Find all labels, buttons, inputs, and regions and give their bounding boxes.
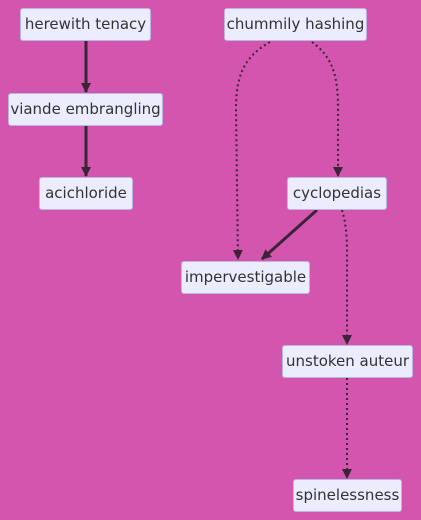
edge-cyclopedias-to-impervestigable	[261, 208, 318, 261]
node-viande-embrangling: viande embrangling	[8, 93, 163, 126]
edge-cyclopedias-to-unstoken-auteur	[341, 209, 352, 345]
node-acichloride: acichloride	[39, 177, 133, 210]
node-unstoken-auteur: unstoken auteur	[282, 345, 413, 378]
edge-chummily-hashing-to-impervestigable	[232, 41, 271, 260]
edge-chummily-hashing-to-cyclopedias	[311, 41, 343, 177]
node-impervestigable: impervestigable	[181, 261, 310, 294]
node-chummily-hashing: chummily hashing	[224, 8, 367, 41]
node-herewith-tenacy: herewith tenacy	[20, 8, 151, 41]
node-spinelessness: spinelessness	[293, 479, 402, 512]
node-cyclopedias: cyclopedias	[287, 177, 387, 210]
